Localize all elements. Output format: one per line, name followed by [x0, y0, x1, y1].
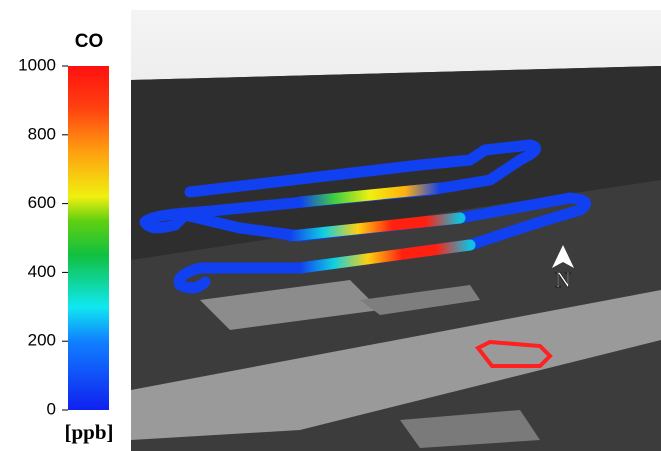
tick-label: 200 — [28, 331, 56, 350]
tick-label: 1000 — [18, 55, 56, 74]
tick-label: 800 — [28, 124, 56, 143]
tick-label: 600 — [28, 193, 56, 212]
colorbar-title: CO — [75, 31, 104, 52]
colorbar-unit: [ppb] — [64, 420, 113, 444]
colorbar-scale — [68, 66, 109, 410]
colorbar: CO [ppb] 0 200 400 600 800 1000 — [18, 31, 113, 444]
figure: N CO [ppb] 0 200 400 600 800 1000 — [0, 0, 661, 451]
north-label: N — [555, 267, 571, 292]
tick-label: 400 — [28, 262, 56, 281]
tick-label: 0 — [47, 399, 56, 418]
